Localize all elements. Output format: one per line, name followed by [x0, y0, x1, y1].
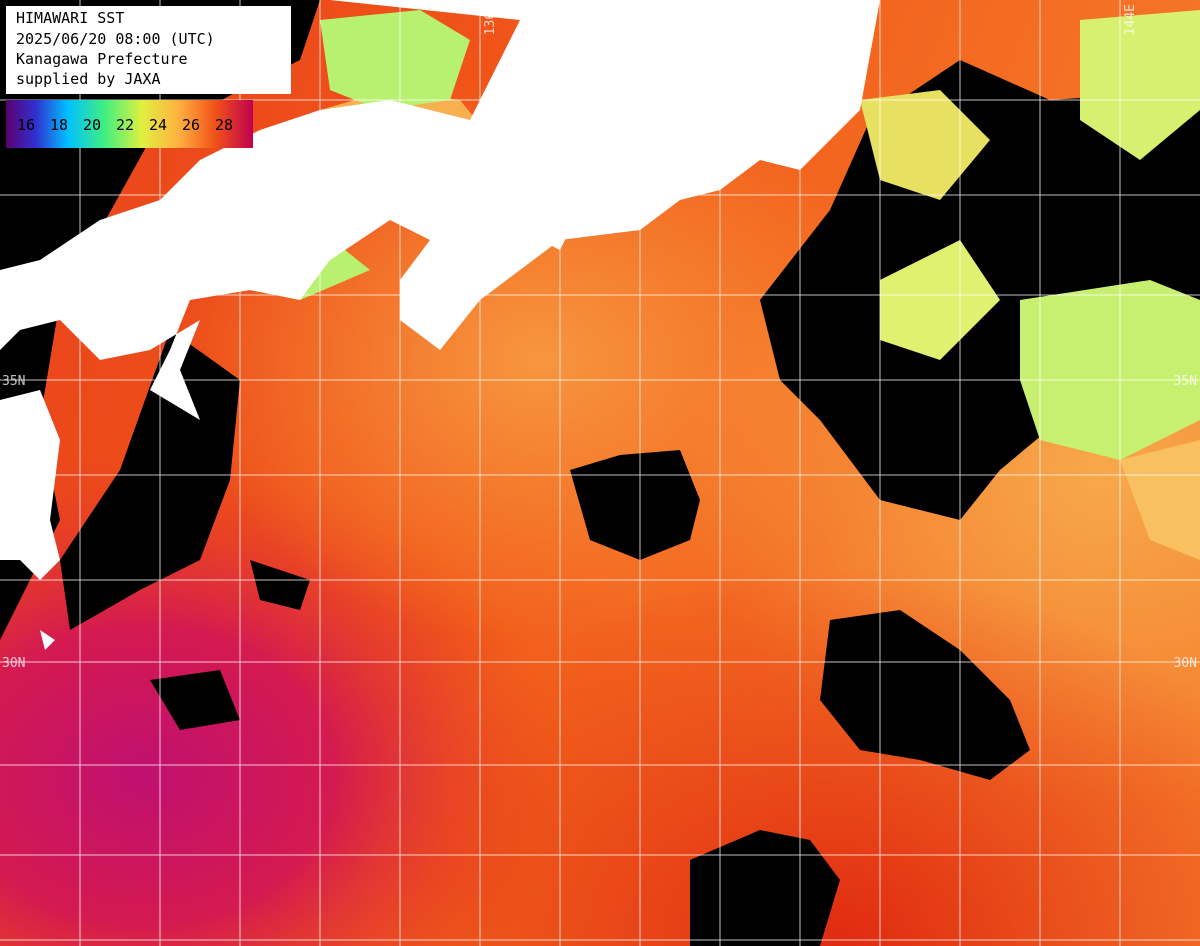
- lon-label: 136E: [483, 4, 498, 35]
- header-line: HIMAWARI SST: [16, 9, 124, 27]
- legend-label: 20: [83, 116, 101, 134]
- header: HIMAWARI SST 2025/06/20 08:00 (UTC) Kana…: [6, 6, 291, 94]
- color-scale: 16 18 20 22 24 26 28: [6, 100, 253, 148]
- lat-label: 30N: [1174, 656, 1197, 671]
- header-line: 2025/06/20 08:00 (UTC): [16, 30, 215, 48]
- legend-label: 22: [116, 116, 134, 134]
- header-box: [6, 6, 291, 94]
- lon-label: 144E: [1123, 4, 1138, 35]
- lat-label: 30N: [2, 656, 25, 671]
- grid-labels: 35N 30N 35N 30N 136E 144E: [2, 4, 1197, 671]
- legend-label: 24: [149, 116, 167, 134]
- lat-label: 35N: [1174, 374, 1197, 389]
- header-line: Kanagawa Prefecture: [16, 50, 188, 68]
- legend-label: 28: [215, 116, 233, 134]
- color-bar: [6, 100, 253, 148]
- legend-label: 18: [50, 116, 68, 134]
- land: [0, 0, 880, 650]
- lat-label: 35N: [2, 374, 25, 389]
- header-line: supplied by JAXA: [16, 70, 161, 88]
- legend-label: 26: [182, 116, 200, 134]
- legend-label: 16: [17, 116, 35, 134]
